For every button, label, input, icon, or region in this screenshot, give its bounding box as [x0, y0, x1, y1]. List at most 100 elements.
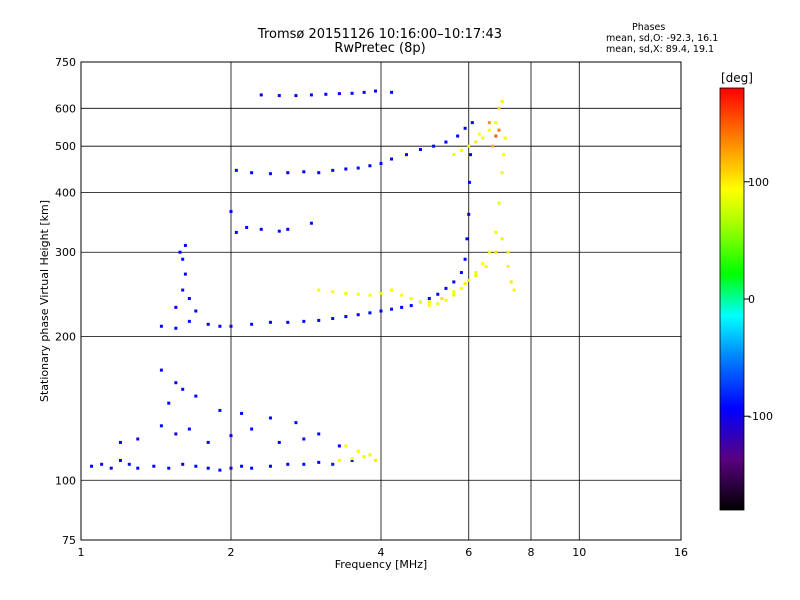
data-point	[459, 148, 463, 152]
data-point	[390, 288, 394, 292]
data-point	[467, 212, 471, 216]
data-point	[444, 286, 448, 290]
data-point	[331, 168, 335, 172]
x-tick-label: 8	[528, 546, 535, 559]
data-point	[418, 148, 422, 152]
data-point	[456, 134, 460, 138]
plot-frame	[80, 61, 682, 541]
colorbar-tick-label: -100	[748, 410, 773, 423]
data-point	[317, 460, 321, 464]
data-point	[100, 462, 104, 466]
data-point	[174, 432, 178, 436]
data-point	[509, 280, 513, 284]
data-point	[436, 302, 440, 306]
y-tick-label: 75	[62, 534, 76, 547]
data-point	[368, 293, 372, 297]
data-point	[250, 171, 254, 175]
data-point	[309, 93, 313, 97]
data-point	[302, 319, 306, 323]
data-point	[159, 424, 163, 428]
data-point	[494, 134, 498, 138]
stats-title: Phases	[632, 22, 666, 33]
data-point	[474, 274, 478, 278]
data-point	[427, 300, 431, 304]
data-point	[183, 243, 187, 247]
data-point	[268, 320, 272, 324]
data-point	[240, 464, 244, 468]
data-point	[494, 121, 498, 125]
data-point	[484, 265, 488, 269]
data-point	[268, 172, 272, 176]
data-point	[503, 136, 507, 140]
data-point	[459, 286, 463, 290]
data-point	[467, 278, 471, 282]
data-point	[344, 444, 348, 448]
x-axis-label: Frequency [MHz]	[335, 558, 427, 571]
data-point	[309, 221, 313, 225]
data-point	[286, 227, 290, 231]
data-point	[400, 293, 404, 297]
data-point	[379, 161, 383, 165]
data-point	[436, 292, 440, 296]
y-tick-label: 500	[55, 140, 76, 153]
data-point	[356, 292, 360, 296]
data-point	[181, 288, 185, 292]
colorbar: [deg] -100 0 100	[719, 71, 773, 511]
data-point	[259, 227, 263, 231]
data-point	[404, 153, 408, 157]
data-point	[368, 164, 372, 168]
data-point	[469, 153, 473, 157]
data-point	[245, 225, 249, 229]
data-point	[467, 180, 471, 184]
data-point	[331, 290, 335, 294]
data-point	[194, 394, 198, 398]
data-point	[487, 128, 491, 132]
data-point	[409, 297, 413, 301]
colorbar-label: [deg]	[721, 71, 753, 85]
data-point	[174, 326, 178, 330]
data-point	[452, 280, 456, 284]
data-point	[229, 210, 233, 214]
x-tick-label: 10	[572, 546, 586, 559]
data-point	[250, 466, 254, 470]
data-point	[500, 171, 504, 175]
data-point	[218, 468, 222, 472]
data-point	[344, 167, 348, 171]
data-point	[497, 128, 501, 132]
data-point	[379, 309, 383, 313]
data-point	[427, 297, 431, 301]
data-point	[463, 257, 467, 261]
data-point	[277, 94, 281, 98]
data-point	[317, 432, 321, 436]
data-point	[344, 291, 348, 295]
y-axis-ticks: 75 100 200 300 400 500 600 750	[55, 56, 76, 547]
data-point	[136, 466, 140, 470]
data-point	[302, 437, 306, 441]
data-point	[474, 271, 478, 275]
data-point	[337, 444, 341, 448]
data-point	[268, 464, 272, 468]
data-point	[452, 290, 456, 294]
data-point	[127, 462, 131, 466]
data-point	[109, 466, 113, 470]
data-point	[356, 313, 360, 317]
y-tick-label: 200	[55, 330, 76, 343]
data-point	[234, 230, 238, 234]
data-point	[487, 121, 491, 125]
data-point	[277, 440, 281, 444]
data-point	[317, 171, 321, 175]
data-points	[90, 89, 516, 472]
data-point	[390, 90, 394, 94]
data-point	[294, 421, 298, 425]
data-point	[506, 265, 510, 269]
y-tick-label: 750	[55, 56, 76, 69]
data-point	[277, 229, 281, 233]
data-point	[409, 304, 413, 308]
data-point	[474, 140, 478, 144]
data-point	[187, 297, 191, 301]
data-point	[317, 318, 321, 322]
data-point	[487, 250, 491, 254]
data-point	[136, 437, 140, 441]
data-point	[268, 416, 272, 420]
data-point	[331, 462, 335, 466]
